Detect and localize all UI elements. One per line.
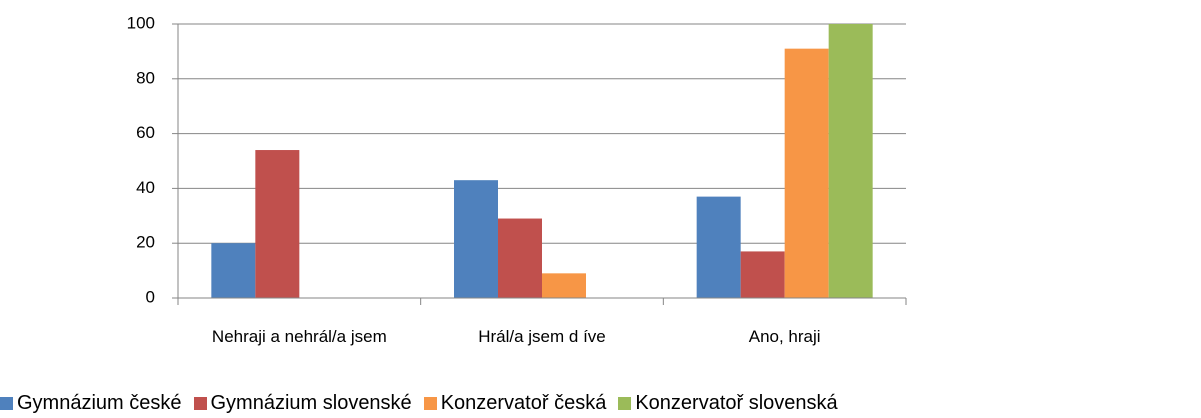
legend: Gymnázium české Gymnázium slovenské Konzer… [0,392,838,415]
legend-swatch [423,397,437,410]
bar [211,243,256,298]
bar [696,196,741,298]
legend-item: Konzervatoř česká [423,392,607,415]
legend-item: Gymnázium slovenské [193,392,412,415]
legend-label: Konzervatoř slovenská [635,392,838,414]
bar [255,150,300,298]
y-tick-label: 60 [136,123,155,142]
legend-label: Gymnázium slovenské [210,392,412,414]
legend-label: Konzervatoř česká [440,392,607,414]
bar [454,180,498,298]
bar [784,48,829,298]
y-tick-label: 0 [146,287,155,306]
y-tick-label: 20 [136,233,155,252]
legend-item: Gymnázium české [0,392,182,415]
legend-swatch [193,397,207,410]
legend-swatch [0,397,13,410]
y-tick-label: 80 [136,68,155,87]
bar [828,24,873,298]
y-tick-label: 40 [136,178,155,197]
legend-swatch [618,397,632,410]
x-tick-label: Hrál/a jsem d íve [478,327,606,346]
legend-label: Gymnázium české [17,392,182,414]
bar [740,251,785,298]
x-tick-label: Nehraji a nehrál/a jsem [211,327,387,346]
y-tick-label: 100 [127,13,155,32]
x-tick-label: Ano, hraji [748,327,821,346]
legend-item: Konzervatoř slovenská [618,392,838,415]
bar [542,273,586,298]
bar [498,218,542,298]
